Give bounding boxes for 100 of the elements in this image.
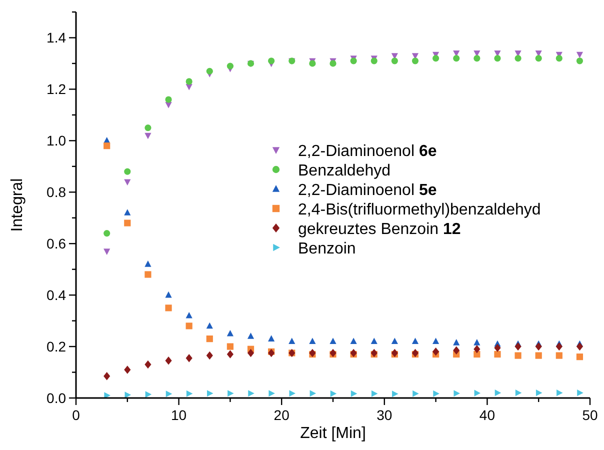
point bbox=[556, 352, 562, 359]
point bbox=[247, 348, 254, 358]
y-tick-label: 0.6 bbox=[46, 236, 66, 252]
point bbox=[186, 390, 193, 397]
point bbox=[165, 291, 172, 298]
point bbox=[556, 342, 562, 351]
point bbox=[391, 58, 398, 64]
point bbox=[268, 348, 275, 358]
point bbox=[576, 342, 584, 351]
point bbox=[289, 390, 296, 397]
point bbox=[514, 342, 522, 351]
point bbox=[166, 390, 172, 398]
y-axis-title: Integral bbox=[9, 178, 26, 232]
point bbox=[104, 142, 110, 150]
point bbox=[577, 390, 584, 396]
point bbox=[535, 342, 542, 351]
legend-label: gekreuztes Benzoin 12 bbox=[298, 221, 461, 238]
y-tick-label: 1.2 bbox=[46, 81, 66, 98]
point bbox=[535, 55, 542, 62]
point bbox=[104, 392, 110, 399]
point bbox=[536, 390, 542, 396]
point bbox=[144, 271, 152, 278]
point bbox=[206, 351, 213, 360]
point bbox=[226, 343, 234, 350]
point bbox=[309, 338, 316, 344]
point bbox=[453, 55, 460, 62]
point bbox=[432, 348, 440, 356]
point bbox=[433, 390, 440, 397]
point bbox=[350, 390, 358, 397]
point bbox=[268, 390, 275, 397]
point bbox=[474, 344, 480, 354]
y-tick-label: 0.0 bbox=[46, 390, 66, 406]
point bbox=[144, 124, 152, 132]
point bbox=[165, 304, 172, 312]
x-tick-label: 30 bbox=[376, 407, 392, 423]
point bbox=[124, 220, 131, 226]
legend-label: Benzaldehyd bbox=[298, 162, 391, 180]
point bbox=[226, 350, 234, 358]
point bbox=[310, 390, 316, 397]
point bbox=[515, 390, 522, 396]
legend-label: 2,2-Diaminoenol 6e bbox=[298, 143, 437, 160]
point bbox=[556, 55, 562, 62]
point bbox=[556, 390, 563, 396]
point bbox=[576, 58, 584, 64]
point bbox=[145, 391, 152, 398]
point bbox=[453, 346, 460, 355]
point bbox=[104, 230, 110, 237]
point bbox=[535, 352, 542, 359]
point bbox=[144, 360, 152, 369]
point bbox=[412, 338, 419, 344]
point bbox=[576, 354, 584, 360]
point bbox=[494, 350, 501, 358]
point bbox=[453, 339, 460, 346]
point bbox=[207, 390, 214, 397]
point bbox=[412, 58, 419, 64]
point bbox=[124, 209, 131, 216]
point bbox=[474, 339, 480, 346]
point bbox=[494, 344, 501, 352]
point bbox=[330, 338, 336, 344]
point bbox=[124, 179, 131, 186]
point bbox=[206, 322, 213, 329]
point bbox=[228, 390, 234, 397]
point bbox=[370, 338, 378, 344]
point bbox=[124, 392, 132, 398]
point bbox=[454, 390, 460, 397]
point bbox=[330, 390, 337, 397]
point bbox=[350, 338, 357, 344]
y-tick-label: 0.4 bbox=[46, 287, 66, 304]
point bbox=[474, 55, 480, 62]
legend-label: 2,4-Bis(trifluormethyl)benzaldehyd bbox=[298, 202, 541, 218]
x-axis-title: Zeit [Min] bbox=[300, 425, 366, 442]
point bbox=[165, 96, 172, 103]
point bbox=[165, 102, 172, 108]
point bbox=[248, 390, 254, 397]
legend-label: 2,2-Diaminoenol 5e bbox=[298, 182, 437, 199]
point bbox=[186, 322, 192, 330]
x-tick-label: 40 bbox=[479, 407, 496, 423]
point bbox=[391, 338, 398, 344]
point bbox=[124, 168, 131, 175]
point bbox=[412, 390, 419, 397]
point bbox=[494, 55, 501, 62]
point bbox=[144, 260, 152, 267]
point bbox=[186, 78, 192, 85]
point bbox=[104, 372, 110, 380]
point bbox=[392, 390, 398, 398]
y-tick-label: 0.8 bbox=[46, 184, 66, 200]
point bbox=[226, 62, 234, 70]
point bbox=[165, 356, 172, 365]
x-tick-label: 20 bbox=[274, 407, 290, 423]
point bbox=[186, 354, 192, 362]
y-tick-label: 1.4 bbox=[46, 30, 66, 46]
x-tick-label: 50 bbox=[582, 407, 598, 423]
point bbox=[206, 336, 213, 342]
point bbox=[268, 335, 275, 342]
x-tick-label: 10 bbox=[171, 407, 187, 423]
legend-label: Benzoin bbox=[298, 240, 356, 258]
point bbox=[186, 312, 192, 318]
point bbox=[350, 58, 357, 64]
point bbox=[226, 330, 234, 336]
point bbox=[432, 338, 440, 344]
